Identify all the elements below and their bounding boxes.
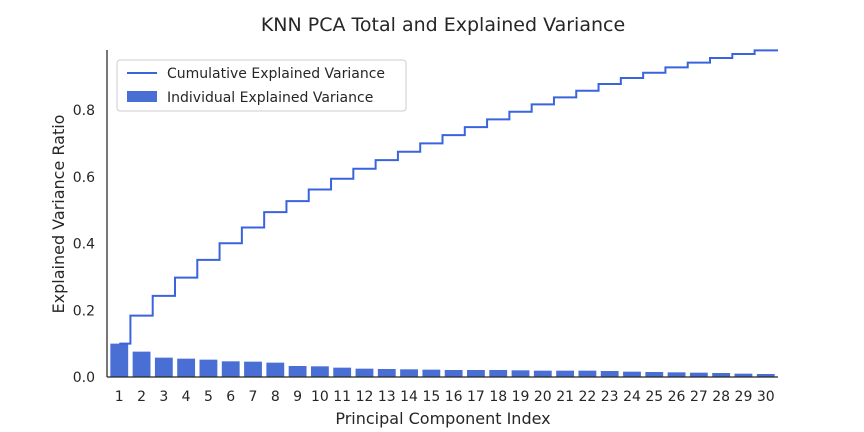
bar-component-29 [734,373,753,377]
x-tick-label: 29 [735,389,753,405]
cumulative-step-line [119,49,778,345]
bar-component-3 [154,357,173,377]
x-tick-label: 27 [690,389,708,405]
x-tick-label: 22 [578,389,596,405]
x-tick-label: 4 [182,389,191,405]
x-tick-label: 18 [489,389,507,405]
legend-frame [116,59,407,112]
x-tick-label: 15 [422,389,440,405]
x-tick-label: 6 [226,389,235,405]
x-tick-label: 11 [333,389,351,405]
bar-series [110,343,775,377]
x-tick-label: 20 [534,389,552,405]
bar-component-6 [221,361,240,377]
chart-title: KNN PCA Total and Explained Variance [261,14,625,36]
y-tick-label: 0.8 [73,103,95,119]
x-tick-label: 21 [556,389,574,405]
x-tick-label: 8 [271,389,280,405]
y-tick-label: 0.2 [73,303,95,319]
bar-component-4 [177,358,196,377]
x-tick-label: 2 [137,389,146,405]
y-tick-label: 0.0 [73,370,95,386]
bar-component-22 [578,370,597,377]
bar-component-17 [467,369,485,377]
x-tick-label: 14 [400,389,418,405]
bar-component-20 [533,370,552,377]
bar-component-2 [132,351,151,377]
bar-component-24 [623,371,641,377]
bar-component-9 [288,365,307,377]
x-tick-label: 10 [311,389,329,405]
x-tick-label: 17 [467,389,485,405]
x-tick-label: 25 [645,389,663,405]
x-tick-label: 23 [601,389,619,405]
bar-component-12 [355,368,374,377]
legend-label-individual: Individual Explained Variance [167,90,373,106]
bar-component-25 [645,371,664,377]
legend-label-cumulative: Cumulative Explained Variance [167,66,385,82]
x-tick-label: 19 [512,389,530,405]
x-tick-label: 28 [712,389,730,405]
legend-bar-swatch [127,91,157,102]
legend: Cumulative Explained Variance Individual… [116,59,407,112]
bar-component-16 [444,369,463,377]
x-tick-label: 3 [159,389,168,405]
x-tick-label: 16 [445,389,463,405]
bar-component-30 [756,373,775,377]
x-tick-label: 5 [204,389,213,405]
bar-component-26 [667,372,686,377]
x-tick-label: 30 [757,389,775,405]
y-tick-labels: 0.0 0.2 0.4 0.6 0.8 [73,103,95,386]
bar-component-11 [333,367,352,377]
bar-component-19 [511,370,530,377]
bar-component-5 [199,359,218,377]
x-tick-label: 1 [115,389,124,405]
x-tick-labels: 1 2 3 4 5 6 7 8 9 10 11 12 13 14 15 16 17 18 19 20 21 22 23 24 2… [115,389,775,405]
bar-component-27 [689,372,708,377]
bar-component-1 [110,343,129,377]
x-tick-label: 13 [378,389,396,405]
y-tick-label: 0.6 [73,170,95,186]
bar-component-13 [377,368,396,377]
x-tick-label: 26 [668,389,686,405]
bar-component-23 [600,370,619,377]
y-axis-label: Explained Variance Ratio [49,115,68,314]
x-axis-label: Principal Component Index [335,409,550,428]
bar-component-7 [244,361,262,377]
x-tick-label: 24 [623,389,641,405]
x-tick-label: 7 [249,389,258,405]
bar-component-28 [712,372,731,377]
bar-component-21 [556,370,575,377]
bar-component-15 [422,369,441,377]
x-tick-label: 9 [293,389,302,405]
bar-component-8 [266,362,285,377]
y-tick-label: 0.4 [73,237,95,253]
bar-component-10 [310,366,329,377]
bar-component-18 [489,369,508,377]
x-tick-label: 12 [356,389,374,405]
bar-component-14 [400,369,418,377]
